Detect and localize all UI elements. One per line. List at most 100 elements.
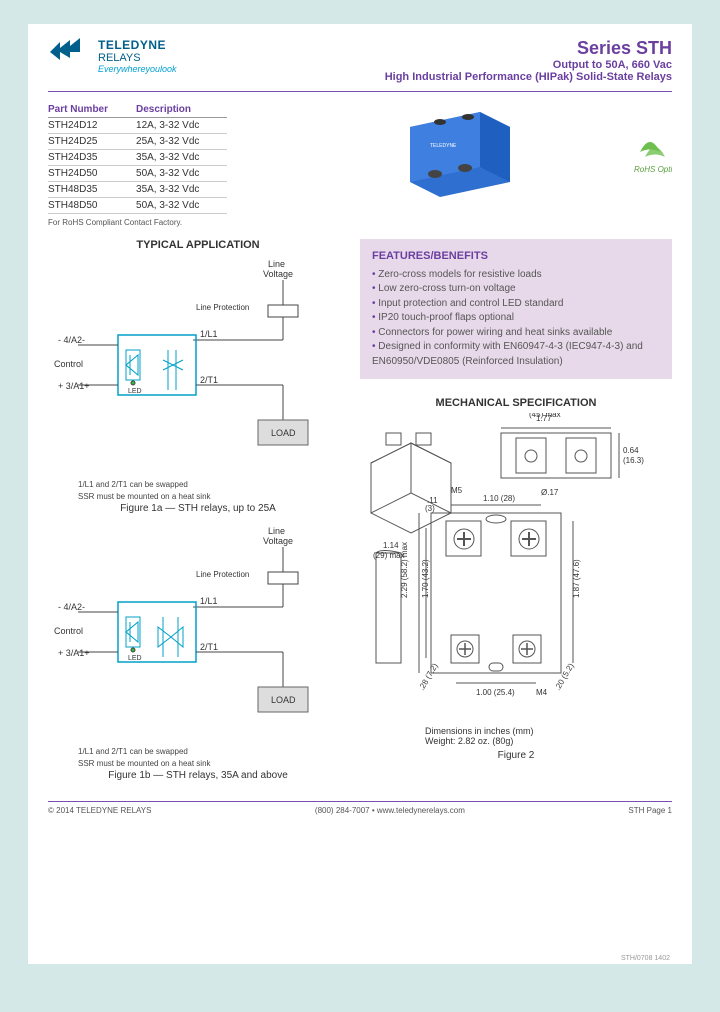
circuit-b-note2: SSR must be mounted on a heat sink bbox=[78, 759, 348, 769]
svg-text:+ 3/A1+: + 3/A1+ bbox=[58, 381, 90, 391]
svg-text:(45) max: (45) max bbox=[529, 413, 561, 419]
svg-text:1.87 (47.6): 1.87 (47.6) bbox=[572, 559, 581, 598]
features-title: FEATURES/BENEFITS bbox=[372, 249, 660, 265]
circuit-b-note1: 1/L1 and 2/T1 can be swapped bbox=[78, 747, 348, 757]
circuit-a-note1: 1/L1 and 2/T1 can be swapped bbox=[78, 480, 348, 490]
svg-text:LED: LED bbox=[128, 388, 142, 395]
svg-text:+ 3/A1+: + 3/A1+ bbox=[58, 648, 90, 658]
table-cell: STH48D50 bbox=[48, 198, 136, 214]
table-cell: 50A, 3-32 Vdc bbox=[136, 198, 227, 214]
feature-item: Connectors for power wiring and heat sin… bbox=[372, 326, 660, 341]
svg-text:Line Protection: Line Protection bbox=[196, 570, 249, 579]
col-partnum: Part Number bbox=[48, 102, 136, 118]
svg-text:2.29 (58.2) max: 2.29 (58.2) max bbox=[400, 542, 409, 598]
feature-item: Input protection and control LED standar… bbox=[372, 297, 660, 312]
datasheet-page: TELEDYNE RELAYS Everywhereyoulook Series… bbox=[28, 24, 692, 964]
table-row: STH24D3535A, 3-32 Vdc bbox=[48, 150, 227, 166]
table-cell: STH24D50 bbox=[48, 166, 136, 182]
features-column: FEATURES/BENEFITS Zero-cross models for … bbox=[360, 239, 672, 789]
svg-text:Voltage: Voltage bbox=[263, 269, 293, 279]
product-image: TELEDYNE RoHS Option bbox=[247, 102, 672, 227]
top-row: Part Number Description STH24D1212A, 3-3… bbox=[48, 102, 672, 227]
table-cell: STH24D35 bbox=[48, 150, 136, 166]
mech-note1: Dimensions in inches (mm) bbox=[425, 726, 672, 736]
svg-text:Voltage: Voltage bbox=[263, 536, 293, 546]
footer-page: STH Page 1 bbox=[628, 806, 672, 815]
feature-item: Designed in conformity with EN60947-4-3 … bbox=[372, 340, 660, 369]
svg-text:Control: Control bbox=[54, 359, 83, 369]
svg-text:M4: M4 bbox=[536, 688, 548, 697]
circuit-b-caption: Figure 1b — STH relays, 35A and above bbox=[48, 770, 348, 781]
table-cell: 12A, 3-32 Vdc bbox=[136, 118, 227, 134]
title-block: Series STH Output to 50A, 660 Vac High I… bbox=[385, 38, 672, 83]
circuit-1a: Line Voltage Line Protection 1/L1 - 4/A2… bbox=[48, 255, 348, 475]
svg-text:1.70 (43.2): 1.70 (43.2) bbox=[421, 559, 430, 598]
series-line3: High Industrial Performance (HIPak) Soli… bbox=[385, 71, 672, 83]
svg-text:M5: M5 bbox=[451, 486, 463, 495]
mechanical-drawing: 1.77 0.64 (16.3) (45) max 1.14 (29) max bbox=[360, 413, 672, 723]
col-desc: Description bbox=[136, 102, 227, 118]
svg-text:- 4/A2-: - 4/A2- bbox=[58, 602, 85, 612]
teledyne-logo-icon bbox=[48, 38, 92, 66]
series-title: Series STH bbox=[385, 38, 672, 59]
circuit-a-note2: SSR must be mounted on a heat sink bbox=[78, 492, 348, 502]
footer-contact: (800) 284-7007 • www.teledynerelays.com bbox=[315, 806, 465, 815]
mech-caption: Figure 2 bbox=[360, 750, 672, 761]
svg-text:Line: Line bbox=[268, 259, 285, 269]
application-column: TYPICAL APPLICATION Line Voltage Line Pr… bbox=[48, 239, 348, 789]
header: TELEDYNE RELAYS Everywhereyoulook Series… bbox=[48, 38, 672, 83]
footer-copyright: © 2014 TELEDYNE RELAYS bbox=[48, 806, 151, 815]
svg-text:(3): (3) bbox=[425, 504, 435, 513]
footer: © 2014 TELEDYNE RELAYS (800) 284-7007 • … bbox=[48, 806, 672, 815]
mech-note2: Weight: 2.82 oz. (80g) bbox=[425, 736, 672, 746]
feature-item: Low zero-cross turn-on voltage bbox=[372, 282, 660, 297]
rohs-badge-icon: RoHS Option bbox=[630, 132, 672, 182]
series-line2: Output to 50A, 660 Vac bbox=[385, 59, 672, 71]
table-cell: 25A, 3-32 Vdc bbox=[136, 134, 227, 150]
table-row: STH24D5050A, 3-32 Vdc bbox=[48, 166, 227, 182]
svg-text:Ø.17: Ø.17 bbox=[541, 488, 559, 497]
part-table: Part Number Description STH24D1212A, 3-3… bbox=[48, 102, 227, 214]
doc-code: STH/0708 1402 bbox=[621, 955, 670, 962]
svg-text:RoHS Option: RoHS Option bbox=[634, 165, 672, 174]
svg-text:1/L1: 1/L1 bbox=[200, 596, 218, 606]
mech-heading: MECHANICAL SPECIFICATION bbox=[360, 397, 672, 409]
app-heading: TYPICAL APPLICATION bbox=[48, 239, 348, 251]
mid-section: TYPICAL APPLICATION Line Voltage Line Pr… bbox=[48, 239, 672, 789]
svg-text:0.64: 0.64 bbox=[623, 446, 639, 455]
brand-tagline: Everywhereyoulook bbox=[98, 64, 177, 74]
circuit-a-caption: Figure 1a — STH relays, up to 25A bbox=[48, 503, 348, 514]
part-table-wrap: Part Number Description STH24D1212A, 3-3… bbox=[48, 102, 227, 227]
svg-text:.28 (7.2): .28 (7.2) bbox=[417, 662, 440, 693]
table-row: STH48D5050A, 3-32 Vdc bbox=[48, 198, 227, 214]
table-cell: 35A, 3-32 Vdc bbox=[136, 182, 227, 198]
circuit-1b: Line Voltage Line Protection 1/L1 - 4/A2… bbox=[48, 522, 348, 742]
svg-text:(16.3): (16.3) bbox=[623, 456, 644, 465]
svg-text:2/T1: 2/T1 bbox=[200, 642, 218, 652]
features-list: Zero-cross models for resistive loadsLow… bbox=[372, 268, 660, 370]
brand-name: TELEDYNE bbox=[98, 38, 177, 52]
svg-text:LOAD: LOAD bbox=[271, 695, 296, 705]
feature-item: Zero-cross models for resistive loads bbox=[372, 268, 660, 283]
table-cell: STH24D12 bbox=[48, 118, 136, 134]
svg-text:Line: Line bbox=[268, 526, 285, 536]
svg-text:- 4/A2-: - 4/A2- bbox=[58, 335, 85, 345]
svg-text:LOAD: LOAD bbox=[271, 428, 296, 438]
table-cell: 50A, 3-32 Vdc bbox=[136, 166, 227, 182]
header-divider bbox=[48, 91, 672, 92]
svg-text:1.00 (25.4): 1.00 (25.4) bbox=[476, 688, 515, 697]
table-row: STH24D1212A, 3-32 Vdc bbox=[48, 118, 227, 134]
table-row: STH48D3535A, 3-32 Vdc bbox=[48, 182, 227, 198]
table-cell: 35A, 3-32 Vdc bbox=[136, 150, 227, 166]
feature-item: IP20 touch-proof flaps optional bbox=[372, 311, 660, 326]
features-box: FEATURES/BENEFITS Zero-cross models for … bbox=[360, 239, 672, 379]
logo-block: TELEDYNE RELAYS Everywhereyoulook bbox=[48, 38, 177, 83]
svg-text:Line Protection: Line Protection bbox=[196, 303, 249, 312]
svg-text:2/T1: 2/T1 bbox=[200, 375, 218, 385]
brand-sub: RELAYS bbox=[98, 52, 177, 64]
svg-text:1.14: 1.14 bbox=[383, 541, 399, 550]
table-cell: STH24D25 bbox=[48, 134, 136, 150]
svg-text:1/L1: 1/L1 bbox=[200, 329, 218, 339]
svg-text:TELEDYNE: TELEDYNE bbox=[430, 143, 457, 149]
svg-text:1.10 (28): 1.10 (28) bbox=[483, 494, 515, 503]
